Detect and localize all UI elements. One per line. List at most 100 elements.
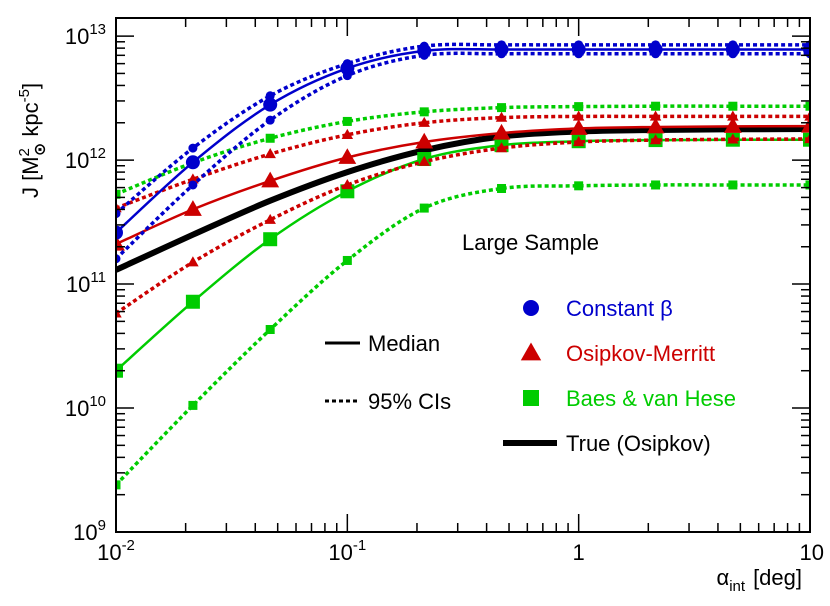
data-point bbox=[419, 107, 429, 117]
data-point bbox=[418, 116, 430, 127]
series-line bbox=[116, 124, 810, 246]
data-point bbox=[728, 40, 738, 50]
legend-label: Osipkov-Merritt bbox=[566, 341, 715, 366]
legend-label: Constant β bbox=[566, 296, 673, 321]
series-true-osipkov- bbox=[116, 126, 810, 273]
data-point bbox=[492, 123, 511, 140]
legend-style-entry: Median bbox=[325, 331, 440, 356]
y-tick-label: 1012 bbox=[65, 145, 106, 173]
data-point bbox=[574, 49, 584, 59]
series-line bbox=[116, 137, 810, 315]
data-point bbox=[116, 209, 121, 219]
series-baes-van-hese-95-upper bbox=[116, 101, 810, 199]
data-point bbox=[804, 110, 810, 121]
series-osipkov-merritt-95-lower bbox=[116, 133, 810, 318]
x-tick-label: 10-2 bbox=[97, 537, 135, 565]
series-line bbox=[116, 104, 810, 196]
data-point bbox=[188, 143, 198, 153]
series-baes-van-hese-95-lower bbox=[116, 180, 810, 490]
data-point bbox=[341, 128, 354, 139]
data-point bbox=[265, 324, 275, 334]
x-axis-label: αint [deg] bbox=[717, 565, 803, 595]
data-point bbox=[415, 132, 434, 149]
sample-annotation: Large Sample bbox=[462, 230, 599, 255]
data-point bbox=[185, 294, 200, 309]
data-point bbox=[495, 142, 508, 153]
data-point bbox=[116, 307, 122, 318]
data-point bbox=[646, 117, 665, 134]
data-point bbox=[728, 49, 738, 59]
legend-swatch bbox=[520, 342, 542, 361]
data-point bbox=[728, 101, 738, 111]
series-line bbox=[116, 47, 810, 234]
data-point bbox=[342, 71, 352, 81]
data-point bbox=[263, 97, 278, 112]
x-tick-label: 10-1 bbox=[328, 537, 366, 565]
legend-entry: True (Osipkov) bbox=[503, 431, 711, 456]
y-tick-label: 1013 bbox=[65, 21, 106, 49]
data-point bbox=[804, 133, 810, 144]
data-point bbox=[265, 115, 275, 125]
data-point bbox=[572, 136, 585, 147]
legend-style-label: Median bbox=[368, 331, 440, 356]
data-point bbox=[574, 102, 584, 112]
data-point bbox=[116, 225, 123, 240]
data-point bbox=[116, 480, 121, 490]
data-point bbox=[341, 179, 354, 190]
data-point bbox=[188, 180, 198, 190]
legend-label: True (Osipkov) bbox=[566, 431, 711, 456]
series-constant-95-lower bbox=[116, 49, 810, 264]
data-point bbox=[419, 50, 429, 60]
data-point bbox=[495, 111, 508, 122]
data-point bbox=[805, 40, 810, 50]
data-point bbox=[342, 116, 352, 126]
data-point bbox=[419, 203, 429, 213]
series-line bbox=[116, 126, 810, 273]
x-tick-label: 1 bbox=[573, 540, 585, 565]
data-point bbox=[649, 110, 662, 121]
data-point bbox=[116, 254, 121, 264]
data-point bbox=[263, 232, 278, 247]
legend-style-label: 95% CIs bbox=[368, 389, 451, 414]
data-point bbox=[569, 119, 588, 135]
data-point bbox=[727, 133, 739, 144]
data-point bbox=[342, 59, 352, 69]
data-point bbox=[651, 40, 661, 50]
axis-ticks bbox=[115, 18, 811, 533]
y-tick-label: 1010 bbox=[65, 393, 106, 421]
data-point bbox=[574, 181, 584, 191]
series-line bbox=[116, 114, 810, 210]
series-osipkov-merritt-95-upper bbox=[116, 110, 810, 213]
data-point bbox=[651, 180, 661, 190]
data-point bbox=[723, 117, 742, 133]
legend-style-entry: 95% CIs bbox=[325, 389, 451, 414]
axis-tick-labels: 10-2 10-1 1 10 109 1010 1011 1012 1013 bbox=[65, 21, 824, 565]
data-point bbox=[728, 180, 738, 190]
legend-label: Baes & van Hese bbox=[566, 386, 736, 411]
data-point bbox=[651, 101, 661, 111]
data-point bbox=[185, 155, 200, 170]
data-point bbox=[419, 41, 429, 51]
data-point bbox=[801, 116, 810, 133]
legend-swatch bbox=[523, 300, 539, 316]
data-point bbox=[261, 171, 280, 188]
data-point bbox=[727, 110, 739, 121]
data-point bbox=[418, 155, 430, 166]
data-point bbox=[805, 101, 810, 111]
series-line bbox=[116, 51, 810, 261]
data-point bbox=[574, 40, 584, 50]
data-point bbox=[187, 173, 199, 184]
data-point bbox=[338, 148, 357, 164]
data-point bbox=[265, 91, 275, 101]
x-tick-label: 10 bbox=[800, 540, 824, 565]
legend-entry: Osipkov-Merritt bbox=[520, 341, 715, 366]
series-line bbox=[116, 138, 810, 372]
data-point bbox=[651, 49, 661, 59]
data-point bbox=[572, 110, 585, 121]
series-constant-95-upper bbox=[116, 40, 810, 219]
data-point bbox=[264, 213, 276, 224]
data-point bbox=[264, 148, 276, 159]
data-point bbox=[649, 134, 662, 145]
data-point bbox=[342, 255, 352, 265]
